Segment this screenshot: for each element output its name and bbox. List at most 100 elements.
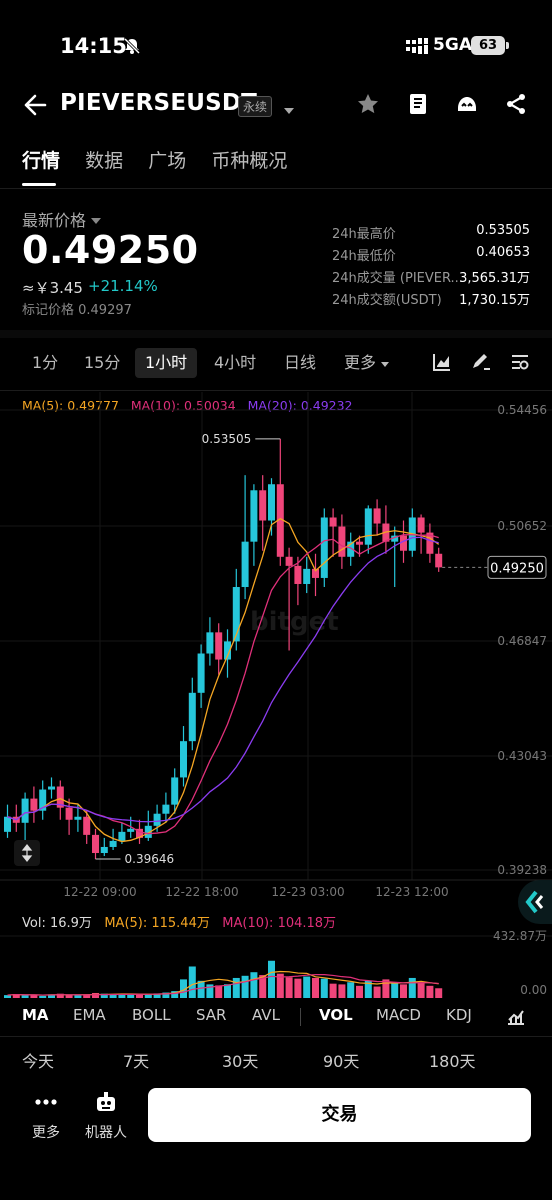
indicator-vol[interactable]: VOL [319,1006,353,1024]
volume-bar [136,993,143,998]
volume-bar [127,994,135,998]
stat-high-value: 0.53505 [476,223,530,238]
interval-1m[interactable]: 1分 [32,353,59,372]
battery-level: 63 [471,36,505,55]
volume-bar [347,982,355,998]
candle-body [48,786,55,790]
candle-body [224,641,231,660]
volume-bar [320,978,328,998]
volume-ma10-line [7,973,439,996]
robot-icon [97,1092,115,1111]
candlestick-chart[interactable]: 0.54456 0.50652 0.46847 0.43043 0.39238 12-22… [0,392,552,902]
interval-1h[interactable]: 1小时 [135,348,198,378]
candle-body [56,786,64,808]
candle-body [320,517,328,578]
notebook-icon[interactable] [406,92,430,120]
back-arrow-icon[interactable] [22,92,48,122]
indicator-macd[interactable]: MACD [376,1006,421,1024]
indicator-kdj[interactable]: KDJ [446,1006,472,1024]
share-icon[interactable] [504,92,528,120]
candle-body [356,541,363,545]
watermark-text: bitget [250,607,339,637]
ma5-value: MA(5): 0.49777 [22,398,119,413]
period-7d[interactable]: 7天 [123,1052,150,1071]
volume-bar [435,988,443,998]
volume-bar [259,975,267,998]
interval-15m[interactable]: 15分 [84,353,121,372]
contract-tag: 永续 [238,96,273,117]
volume-bar [118,994,126,998]
ma-legend: MA(5): 0.49777 MA(10): 0.50034 MA(20): 0… [22,398,353,413]
volume-bar [391,982,399,998]
chart-settings-icon[interactable] [510,352,530,382]
ma20-line [7,536,439,823]
candle-body [215,632,223,660]
period-today[interactable]: 今天 [22,1052,55,1071]
candle-body [285,556,293,566]
indicator-sar[interactable]: SAR [196,1006,227,1024]
interval-4h[interactable]: 4小时 [214,353,257,372]
candle-body [136,828,143,838]
ma5-line [7,517,440,843]
period-180d[interactable]: 180天 [429,1052,476,1071]
mark-price: 标记价格 0.49297 [22,303,132,318]
status-bar: 14:15 5GA 63 [0,30,552,62]
tab-square[interactable]: 广场 [148,150,187,172]
current-price-tag [487,555,547,579]
candle-body [21,798,29,823]
period-90d[interactable]: 90天 [323,1052,360,1071]
volume-ma5: MA(5): 115.44万 [104,916,210,931]
volume-bar [312,977,319,998]
pair-title[interactable]: PIEVERSEUSDT [60,90,258,116]
candle-body [373,508,381,524]
candle-body [391,535,399,542]
volume-bar [21,995,29,998]
volume-bar [408,977,416,998]
robot-button[interactable]: 机器人 [84,1092,128,1142]
indicator-boll[interactable]: BOLL [132,1006,171,1024]
volume-bar [109,993,117,998]
side-panel-toggle[interactable] [518,880,552,924]
period-30d[interactable]: 30天 [222,1052,259,1071]
candle-body [347,541,355,557]
volume-bar [92,992,99,998]
chart-type-icon[interactable] [432,352,452,382]
candle-body [417,517,425,533]
more-button[interactable]: 更多 [24,1092,68,1142]
last-price-label[interactable]: 最新价格 [22,207,102,231]
indicator-ema[interactable]: EMA [73,1006,106,1024]
indicator-settings-icon[interactable] [506,1006,526,1030]
indicator-avl[interactable]: AVL [252,1006,280,1024]
robot-label: 机器人 [85,1125,127,1141]
stat-volume-label: 24h成交量 (PIEVER... [332,271,463,286]
x-tick-label: 12-23 12:00 [375,885,448,899]
mascot-icon[interactable] [455,92,479,120]
ma20-value: MA(20): 0.49232 [247,398,353,413]
y-tick-label: 0.39238 [497,863,547,877]
tab-coin-overview[interactable]: 币种概况 [211,150,288,172]
volume-bar [268,960,275,998]
price-change: +21.14% [88,277,158,295]
trade-button[interactable]: 交易 [148,1088,531,1142]
interval-1d[interactable]: 日线 [284,353,317,372]
stat-low-value: 0.40653 [476,245,530,260]
volume-bar [364,980,372,998]
y-tick-label: 0.46847 [497,634,547,648]
star-icon[interactable] [356,92,380,120]
volume-bar [171,991,179,998]
volume-bar [285,977,293,998]
draw-pen-icon[interactable] [470,352,492,382]
candle-body [294,565,302,584]
candle-body [180,741,187,778]
chevron-down-icon[interactable] [283,100,295,119]
candle-body [83,816,91,835]
indicator-ma[interactable]: MA [22,1006,49,1024]
volume-bar [417,982,425,998]
more-dots-icon [35,1099,57,1105]
tab-market[interactable]: 行情 [22,150,61,172]
volume-bar [232,977,240,998]
interval-more[interactable]: 更多 [344,348,390,378]
volume-bar [30,994,38,998]
tab-data[interactable]: 数据 [85,150,124,172]
volume-bar [65,995,73,998]
